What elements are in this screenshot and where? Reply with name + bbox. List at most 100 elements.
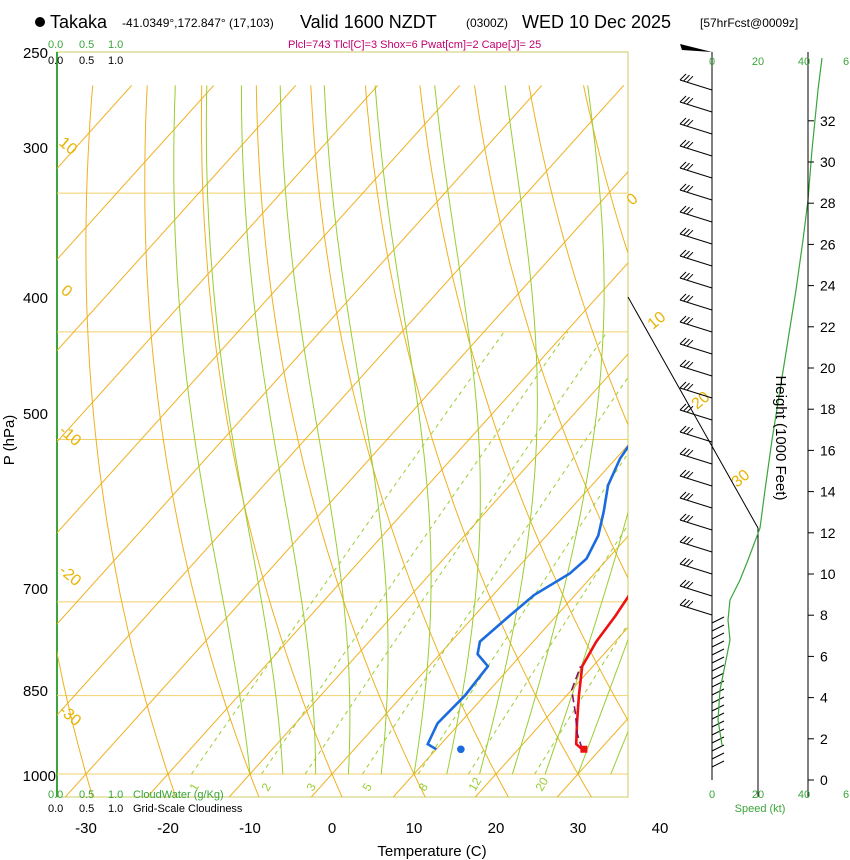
wind-barb xyxy=(680,454,712,464)
mixing-ratio-line xyxy=(262,332,568,774)
wind-barb xyxy=(680,124,712,134)
wind-barb xyxy=(680,476,712,486)
frac-tick-black: 1.0 xyxy=(108,55,123,67)
speed-tick: 20 xyxy=(752,56,764,68)
wind-barb xyxy=(680,564,712,574)
p-tick-label: 1000 xyxy=(23,768,56,785)
speed-tick: 20 xyxy=(752,789,764,801)
wind-barb xyxy=(680,520,712,530)
p-tick-label: 300 xyxy=(23,140,48,157)
isotherm-label: 10 xyxy=(55,134,80,159)
isotherm-labels: 0 10 20 30 0 -10 -20 -30 10 xyxy=(55,134,753,730)
moist-adiabat xyxy=(435,85,481,774)
p-tick-label: 500 xyxy=(23,406,48,423)
moist-adiabat-lines xyxy=(174,85,850,774)
height-tick-label: 26 xyxy=(820,236,836,252)
moist-adiabat xyxy=(174,85,250,774)
wind-barb xyxy=(712,657,724,663)
isotherm-line xyxy=(639,85,850,797)
isotherm-label: 0 xyxy=(624,190,642,209)
dry-adiabat-lines xyxy=(25,85,850,797)
frac-tick-green: 0.5 xyxy=(79,789,94,801)
y-axis-title: P (hPa) xyxy=(1,415,18,466)
height-tick-label: 30 xyxy=(820,154,836,170)
utc-time: (0300Z) xyxy=(466,16,508,30)
dry-adiabat xyxy=(529,85,841,797)
dry-adiabat xyxy=(145,85,259,797)
station-coords: -41.0349°,172.847° (17,103) xyxy=(122,16,274,30)
wind-barb xyxy=(712,641,724,647)
x-tick-label: 20 xyxy=(488,820,505,837)
height-tick-label: 20 xyxy=(820,360,836,376)
wind-barb xyxy=(680,278,712,288)
height-tick-label: 16 xyxy=(820,442,836,458)
x-tick-label: 30 xyxy=(570,820,587,837)
height-tick-label: 6 xyxy=(820,648,828,664)
wind-barb xyxy=(680,300,712,310)
mixing-ratio-label: 5 xyxy=(359,780,375,793)
height-ticks: 02468101214161820222426283032 xyxy=(808,113,836,788)
frac-tick-black: 0.5 xyxy=(79,55,94,67)
height-tick-label: 28 xyxy=(820,195,836,211)
mixing-ratio-line xyxy=(535,332,814,774)
height-tick-label: 22 xyxy=(820,319,836,335)
cloudiness-label: Grid-Scale Cloudiness xyxy=(133,803,243,815)
isotherm-line xyxy=(557,85,850,797)
isotherm-line xyxy=(0,85,542,797)
speed-tick: 0 xyxy=(709,789,715,801)
height-tick-label: 24 xyxy=(820,278,836,294)
isotherm-label: 30 xyxy=(729,467,754,492)
temperature-series xyxy=(576,105,850,749)
station-name: Takaka xyxy=(50,12,108,32)
moist-adiabat xyxy=(241,85,315,774)
isotherm-label: -10 xyxy=(55,422,84,450)
moist-adiabat xyxy=(578,85,775,774)
moist-adiabat xyxy=(545,85,683,774)
skewt-chart: Takaka -41.0349°,172.847° (17,103) Valid… xyxy=(0,0,850,860)
wind-barb xyxy=(680,80,712,90)
mixing-ratio-line xyxy=(363,332,660,774)
p-tick-label: 850 xyxy=(23,683,48,700)
height-tick-label: 4 xyxy=(820,690,828,706)
wind-barb xyxy=(712,649,724,655)
frac-tick-green: 0.0 xyxy=(48,789,63,801)
moist-adiabat xyxy=(375,85,431,774)
dry-adiabat xyxy=(201,85,342,797)
height-tick-label: 2 xyxy=(820,731,828,747)
mixing-ratio-label: 2 xyxy=(258,780,274,793)
wind-barb xyxy=(712,625,724,631)
wind-barb xyxy=(712,697,724,703)
wind-barb xyxy=(680,168,712,178)
cloud-water-label: CloudWater (g/Kg) xyxy=(133,789,224,801)
wind-barb xyxy=(712,633,724,639)
moist-adiabat xyxy=(324,85,388,774)
station-dot-icon xyxy=(35,17,45,27)
height-tick-label: 8 xyxy=(820,607,828,623)
wind-barb xyxy=(712,689,724,695)
wind-barb xyxy=(712,665,724,671)
dry-adiabat xyxy=(584,85,850,797)
mixing-ratio-line xyxy=(418,332,709,774)
frac-tick-black: 1.0 xyxy=(108,803,123,815)
wind-barb xyxy=(712,745,724,751)
dry-adiabat xyxy=(420,85,675,797)
frac-tick-black: 0.5 xyxy=(79,803,94,815)
p-tick-label: 400 xyxy=(23,290,48,307)
panel-divider xyxy=(628,297,758,528)
mixing-ratio-label: 20 xyxy=(532,775,551,794)
x-tick-label: -20 xyxy=(157,820,179,837)
height-tick-label: 18 xyxy=(820,401,836,417)
height-tick-label: 14 xyxy=(820,484,836,500)
p-tick-label: 700 xyxy=(23,581,48,598)
top-fraction-scale: 0.0 0.5 1.0 0.0 0.5 1.0 xyxy=(48,39,123,67)
sounding-params: Plcl=743 Tlcl[C]=3 Shox=6 Pwat[cm]=2 Cap… xyxy=(288,39,541,51)
wind-barb xyxy=(680,146,712,156)
moist-adiabat xyxy=(280,85,350,774)
forecast-info: [57hrFcst@0009z] xyxy=(700,16,798,30)
frac-tick-black: 0.0 xyxy=(48,803,63,815)
x-axis-title: Temperature (C) xyxy=(377,843,486,860)
speed-tick: 40 xyxy=(798,789,810,801)
speed-tick: 0 xyxy=(709,56,715,68)
moist-adiabat xyxy=(611,85,850,774)
wind-barb xyxy=(680,586,712,596)
